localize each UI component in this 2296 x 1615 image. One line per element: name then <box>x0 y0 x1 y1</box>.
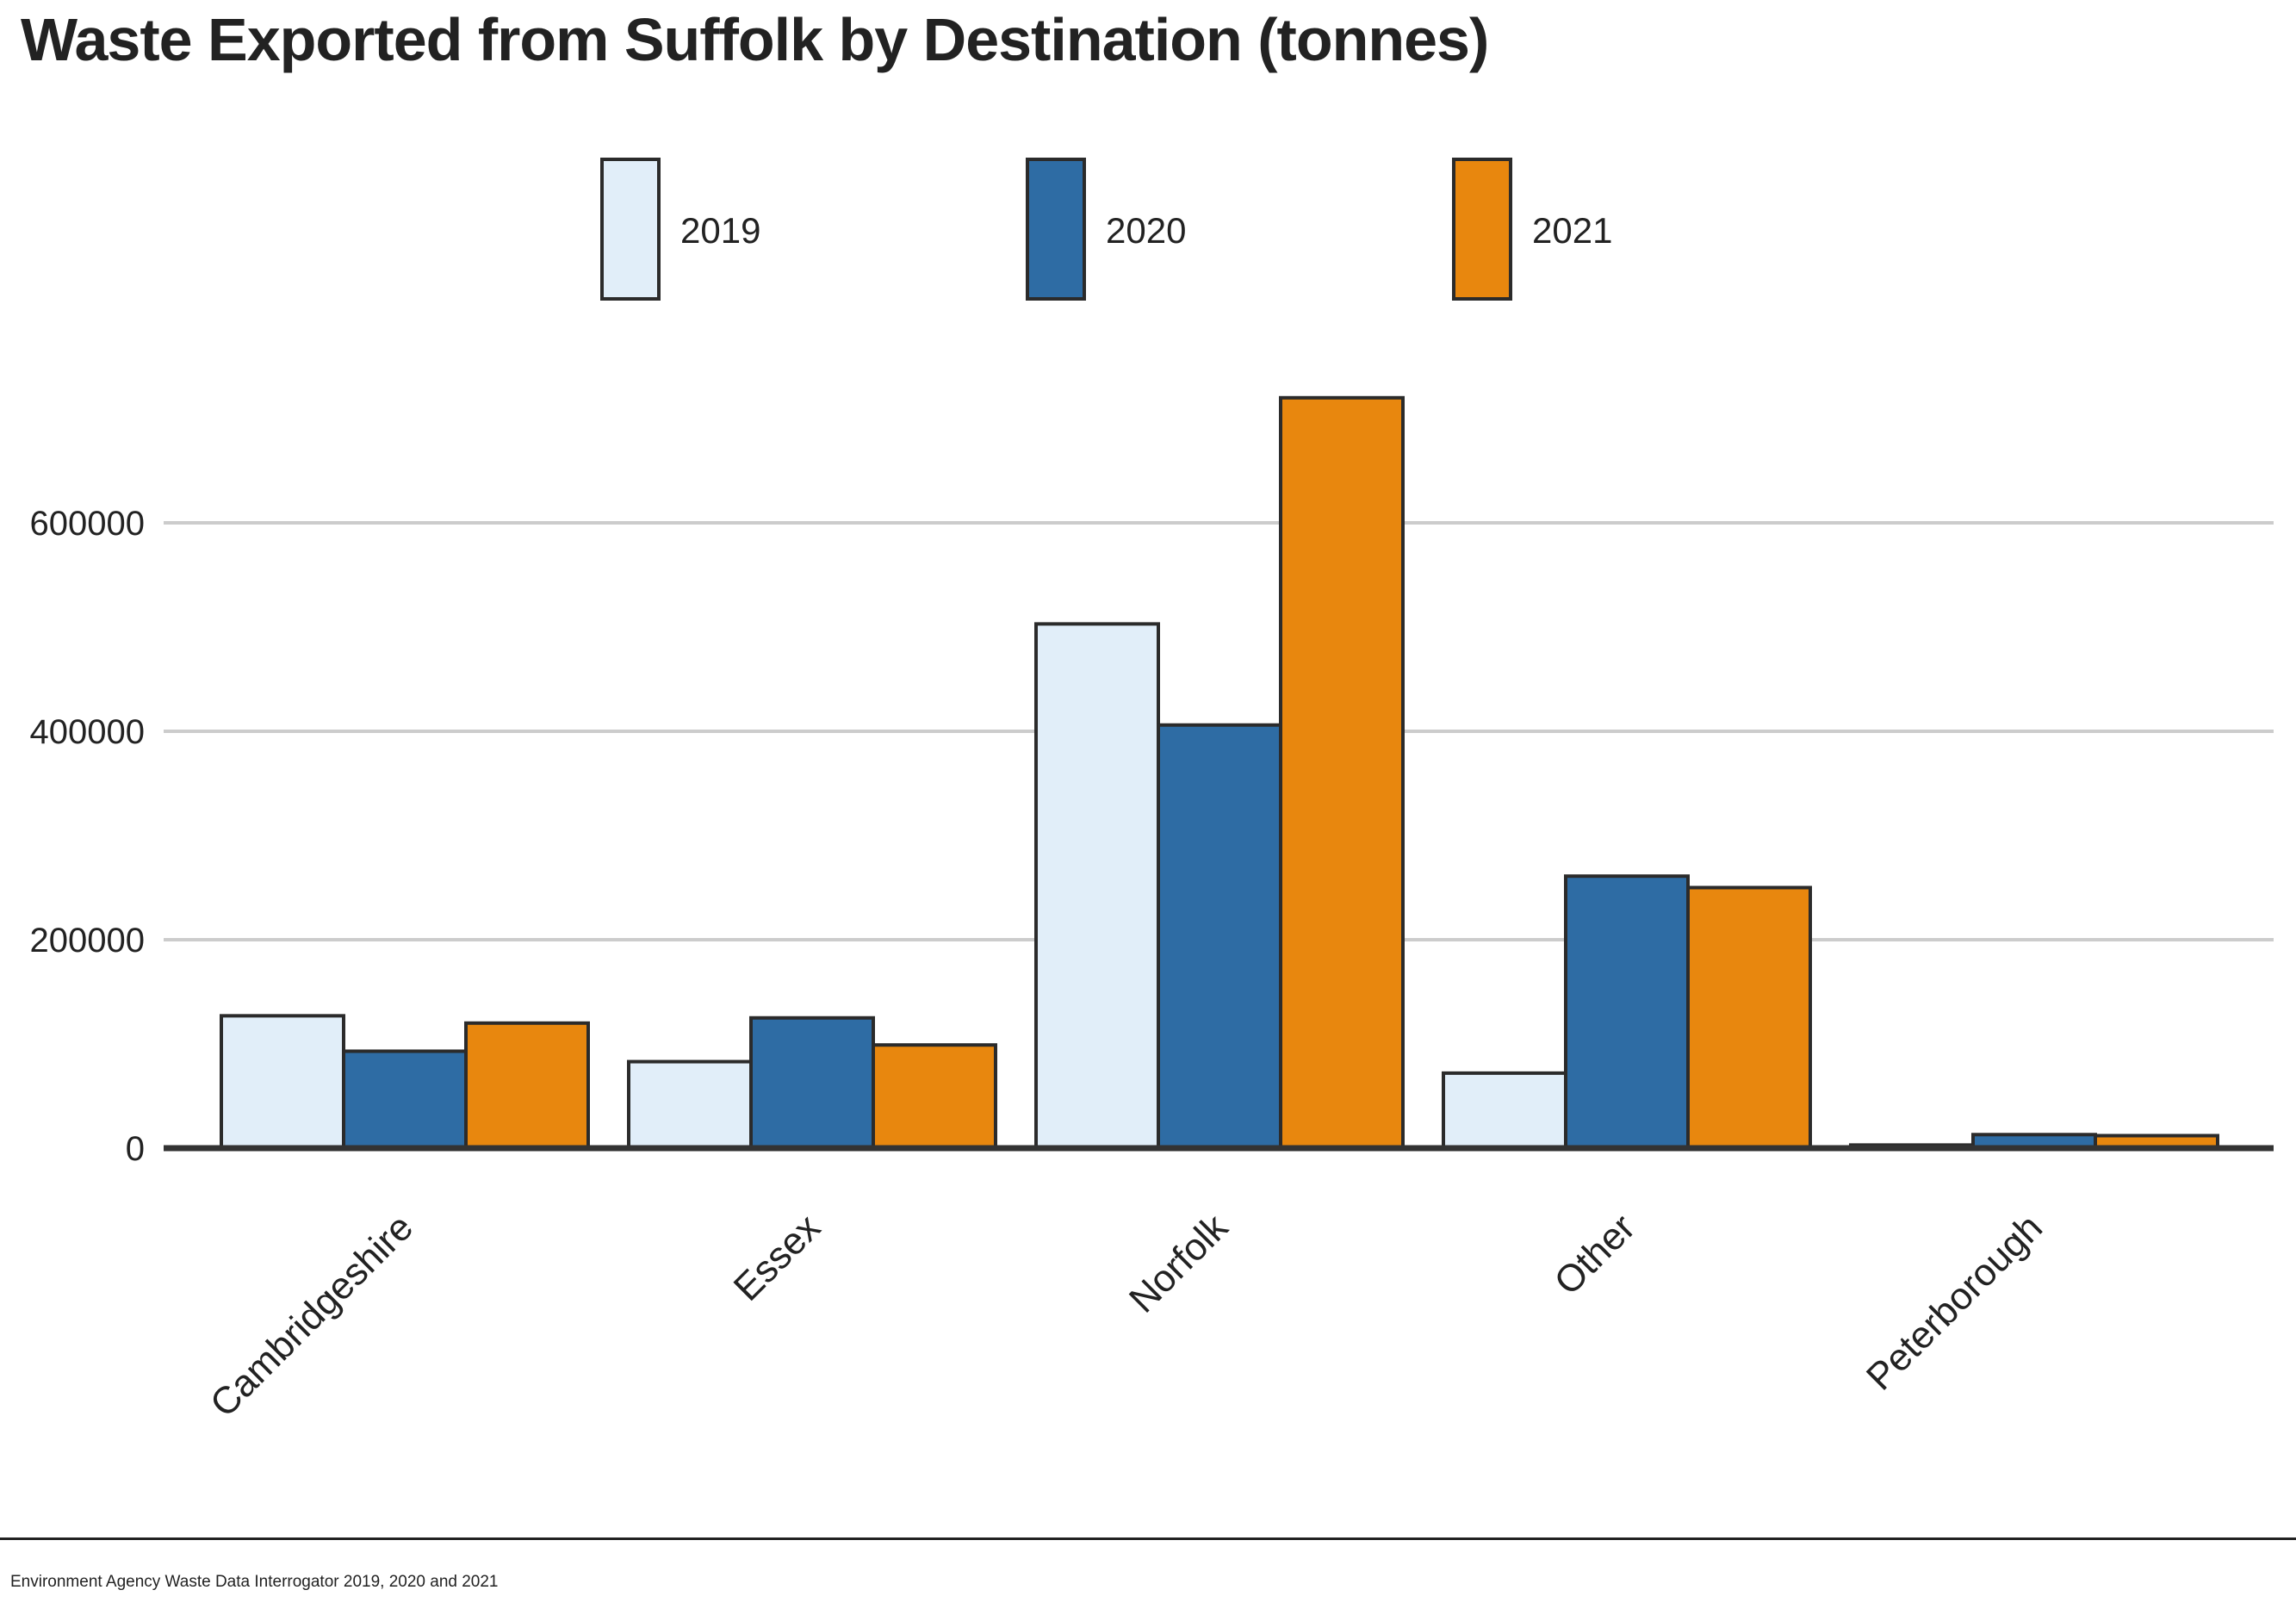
y-axis-tick-labels: 0 200000 400000 600000 <box>30 505 145 1168</box>
legend-swatch-2020 <box>1026 158 1086 301</box>
bar-norfolk-2021 <box>1279 395 1405 1150</box>
x-tick-label-cambridgeshire: Cambridgeshire <box>202 1206 421 1425</box>
bar-other-2019 <box>1442 1071 1567 1151</box>
bar-essex-2019 <box>627 1059 753 1150</box>
y-tick-label: 600000 <box>30 505 145 543</box>
legend-swatch-2021 <box>1452 158 1512 301</box>
legend-label-2019: 2019 <box>680 210 760 251</box>
bar-cambridgeshire-2019 <box>220 1014 345 1150</box>
legend-swatch-2019 <box>600 158 661 301</box>
x-tick-label-essex: Essex <box>726 1206 828 1308</box>
bar-other-2021 <box>1686 885 1812 1150</box>
x-tick-label-norfolk: Norfolk <box>1121 1206 1237 1321</box>
bar-essex-2020 <box>749 1016 875 1150</box>
bar-cambridgeshire-2021 <box>464 1021 590 1151</box>
legend-label-2021: 2021 <box>1532 210 1612 251</box>
bar-cambridgeshire-2020 <box>342 1049 468 1150</box>
footer-divider <box>0 1537 2296 1540</box>
bar-essex-2021 <box>872 1043 997 1150</box>
y-tick-label: 200000 <box>30 922 145 960</box>
x-tick-label-peterborough: Peterborough <box>1859 1206 2051 1398</box>
chart-title: Waste Exported from Suffolk by Destinati… <box>21 6 1489 73</box>
bar-norfolk-2019 <box>1034 622 1160 1150</box>
bars <box>220 395 2219 1151</box>
legend: 2019 2020 2021 <box>600 158 1612 301</box>
x-axis-tick-labels: Cambridgeshire Essex Norfolk Other Peterboro… <box>202 1206 2051 1426</box>
bar-norfolk-2020 <box>1157 723 1282 1150</box>
x-tick-label-other: Other <box>1547 1206 1643 1302</box>
y-tick-label: 400000 <box>30 713 145 751</box>
source-note: Environment Agency Waste Data Interrogat… <box>10 1573 499 1591</box>
y-tick-label: 0 <box>126 1130 145 1168</box>
legend-label-2020: 2020 <box>1106 210 1186 251</box>
bar-other-2020 <box>1564 874 1690 1150</box>
